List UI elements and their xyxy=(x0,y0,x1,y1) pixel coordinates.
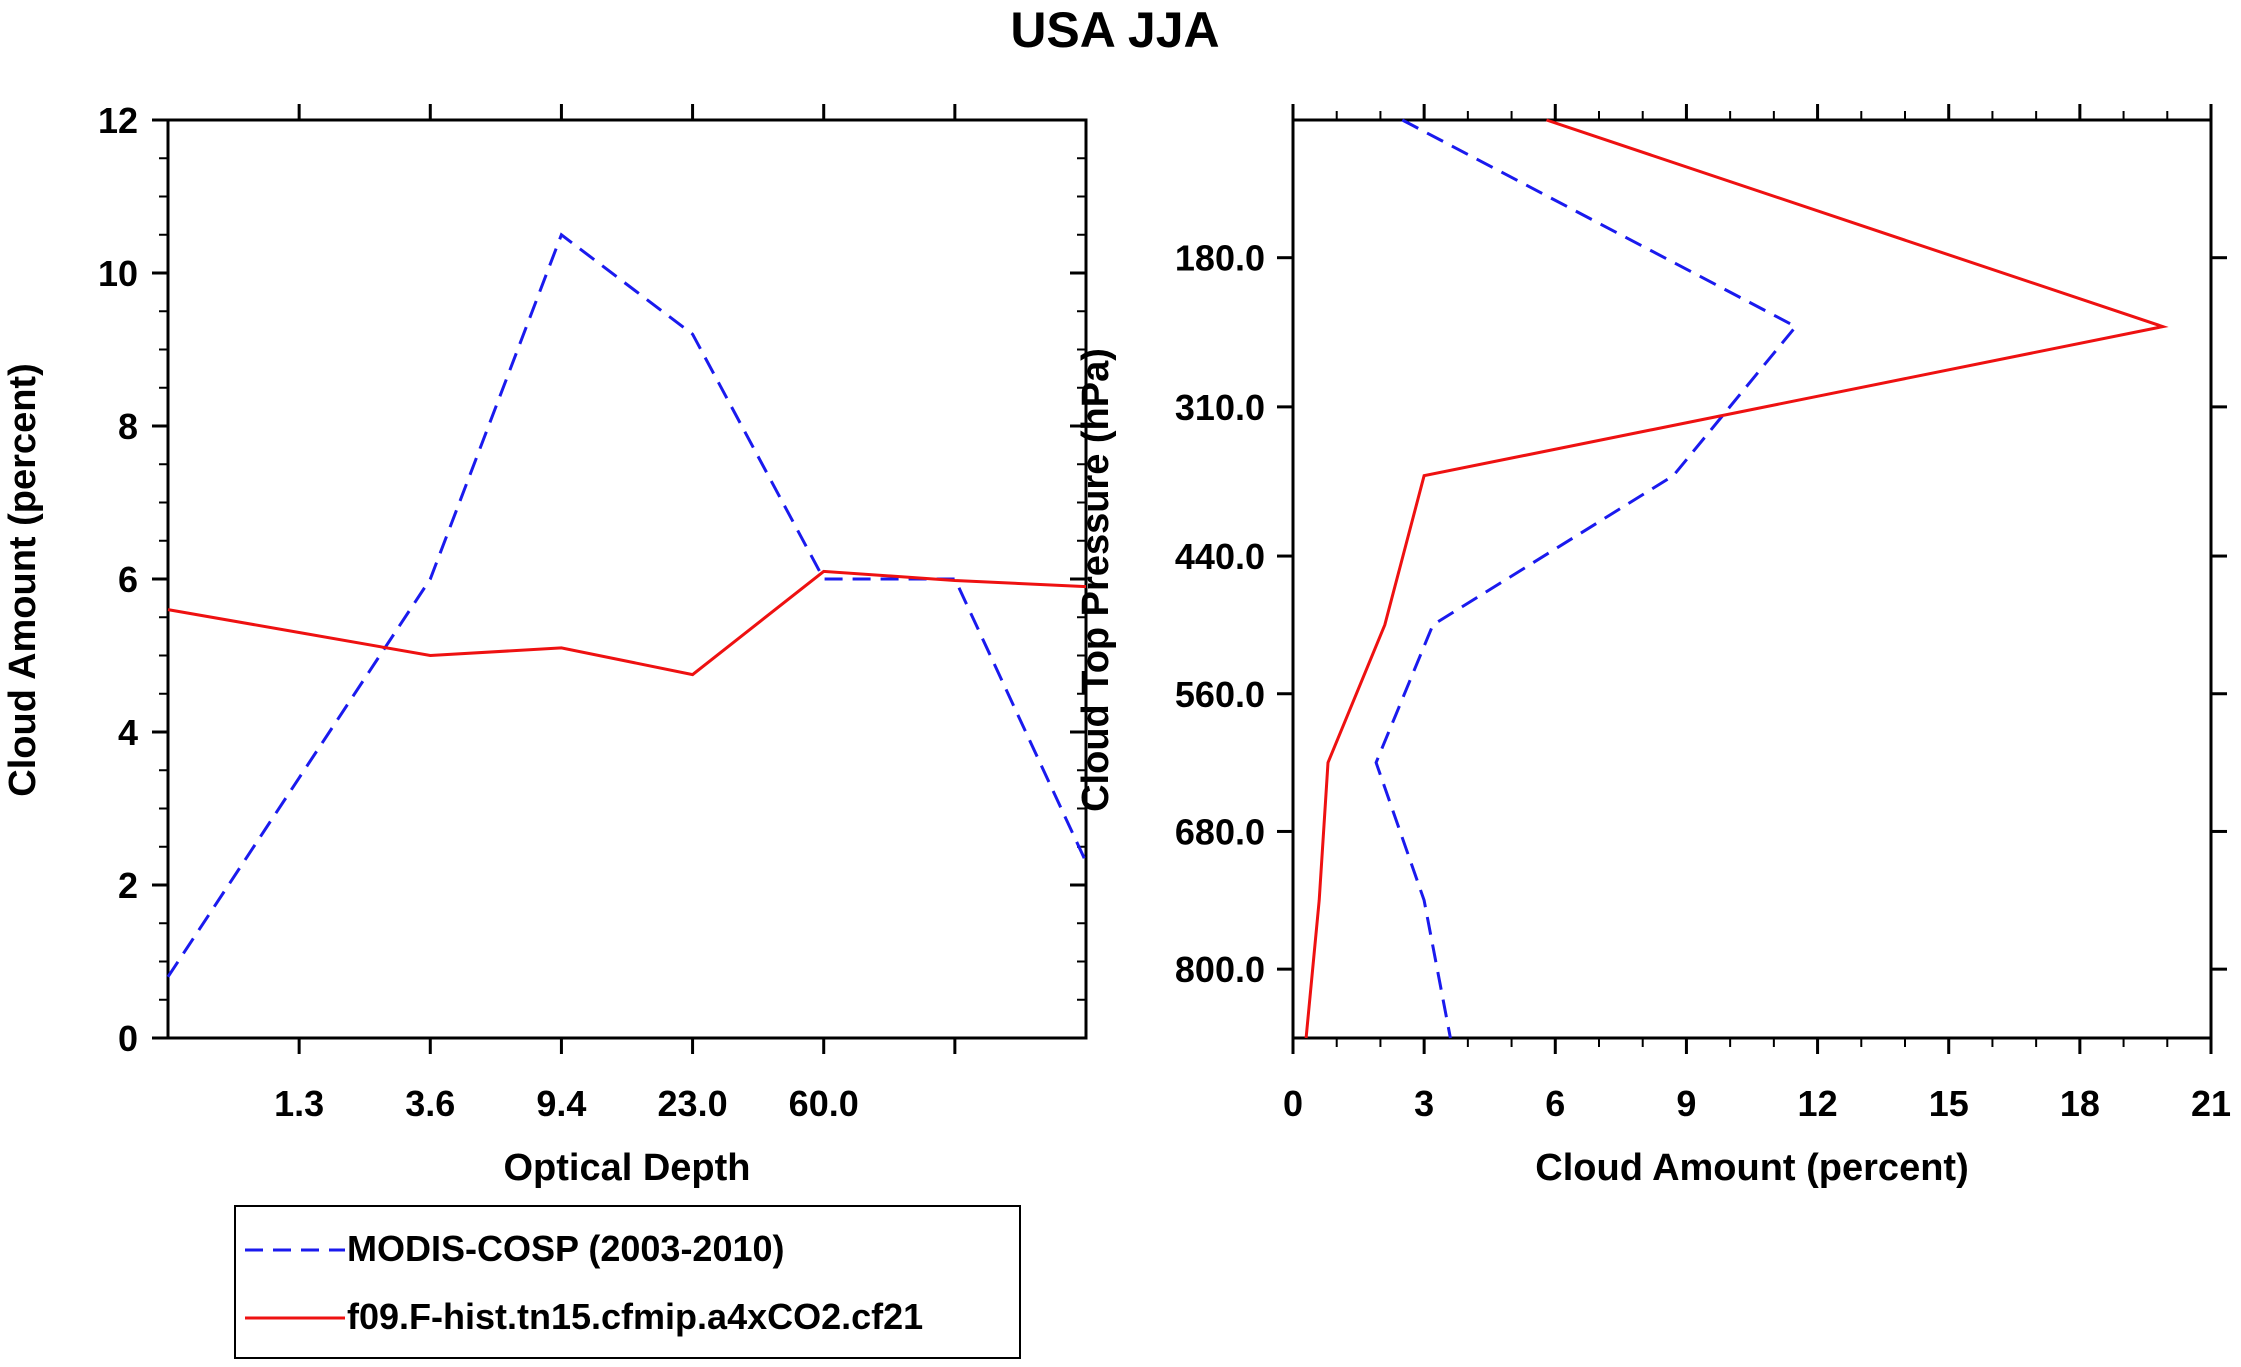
right-plot-frame xyxy=(1291,118,2213,1040)
right-x-tick-label: 3 xyxy=(1414,1083,1434,1124)
left-x-axis-label: Optical Depth xyxy=(503,1147,750,1189)
right-series-line xyxy=(1304,118,2169,1039)
left-y-tick-label: 10 xyxy=(98,253,138,294)
legend-box xyxy=(234,1205,1021,1359)
right-y-tick-label: 440.0 xyxy=(1175,536,1265,577)
right-tick-labels: 0 3 6 9 12 15 18 21 180.0 310.0 440.0 560.0 680.0 800… xyxy=(1175,238,2231,1124)
left-ticks xyxy=(152,104,1086,1054)
right-ticks xyxy=(1277,104,2227,1054)
right-y-tick-label: 800.0 xyxy=(1175,949,1265,990)
optical-depth-panel: 0 2 4 6 8 10 12 1.3 3.6 9.4 23.0 60.0 Optical Depth… xyxy=(2,100,1088,1189)
right-x-tick-label: 18 xyxy=(2060,1083,2100,1124)
left-tick-labels: 0 2 4 6 8 10 12 1.3 3.6 9.4 23.0 60.0 xyxy=(98,100,859,1124)
left-series-line xyxy=(167,569,1087,677)
left-x-tick-label: 3.6 xyxy=(405,1083,455,1124)
right-y-tick-label: 310.0 xyxy=(1175,387,1265,428)
right-y-tick-label: 180.0 xyxy=(1175,238,1265,279)
left-series-line xyxy=(166,232,1088,978)
left-y-axis-label: Cloud Amount (percent) xyxy=(2,363,44,796)
left-y-tick-label: 12 xyxy=(98,100,138,141)
cloud-top-pressure-panel: 0 3 6 9 12 15 18 21 180.0 310.0 440.0 560.0 680.0 800… xyxy=(1075,104,2231,1189)
right-x-tick-label: 15 xyxy=(1929,1083,1969,1124)
left-x-tick-label: 1.3 xyxy=(274,1083,324,1124)
left-y-tick-label: 2 xyxy=(118,865,138,906)
right-series xyxy=(1304,118,2169,1039)
right-y-tick-label: 560.0 xyxy=(1175,674,1265,715)
left-x-tick-label: 60.0 xyxy=(789,1083,859,1124)
right-x-tick-label: 12 xyxy=(1798,1083,1838,1124)
left-y-tick-label: 8 xyxy=(118,406,138,447)
right-y-tick-label: 680.0 xyxy=(1175,811,1265,852)
right-x-tick-label: 9 xyxy=(1676,1083,1696,1124)
legend-label-model: f09.F-hist.tn15.cfmip.a4xCO2.cf21 xyxy=(347,1296,923,1337)
left-y-tick-label: 0 xyxy=(118,1018,138,1059)
right-x-tick-label: 0 xyxy=(1283,1083,1303,1124)
right-x-tick-label: 21 xyxy=(2191,1083,2231,1124)
left-y-tick-label: 4 xyxy=(118,712,138,753)
legend-label-modis: MODIS-COSP (2003-2010) xyxy=(347,1228,785,1269)
right-x-axis-label: Cloud Amount (percent) xyxy=(1535,1147,1968,1189)
left-x-tick-label: 9.4 xyxy=(536,1083,586,1124)
left-x-tick-label: 23.0 xyxy=(658,1083,728,1124)
right-y-axis-label: Cloud Top Pressure (hPa) xyxy=(1075,348,1117,812)
right-series-line xyxy=(1374,118,1799,1039)
right-x-tick-label: 6 xyxy=(1545,1083,1565,1124)
chart-title: USA JJA xyxy=(1010,2,1219,58)
left-series xyxy=(166,232,1088,978)
left-y-tick-label: 6 xyxy=(118,559,138,600)
legend: MODIS-COSP (2003-2010) f09.F-hist.tn15.c… xyxy=(234,1205,1021,1359)
